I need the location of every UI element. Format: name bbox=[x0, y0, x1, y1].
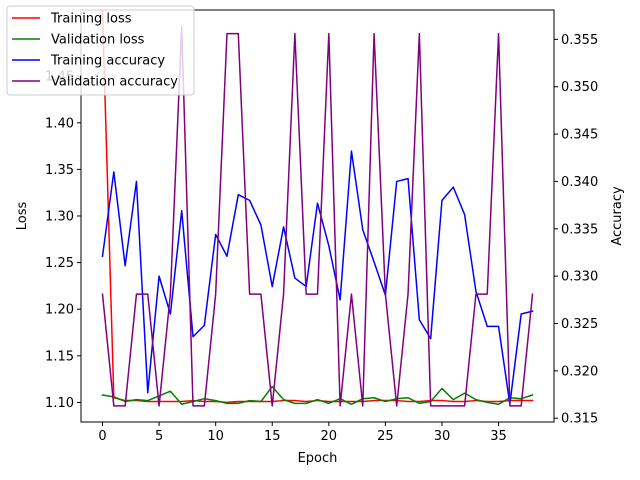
x-axis: 0 5 10 15 20 25 30 35 bbox=[98, 422, 507, 444]
legend-label: Training loss bbox=[50, 12, 132, 27]
x-tick-label: 0 bbox=[98, 429, 106, 444]
x-tick-label: 5 bbox=[155, 429, 163, 444]
y-right-tick-label: 0.355 bbox=[561, 33, 598, 48]
x-tick-label: 10 bbox=[207, 429, 224, 444]
legend-label: Validation loss bbox=[51, 33, 145, 48]
y-left-tick-label: 1.25 bbox=[45, 256, 74, 271]
legend-box bbox=[6, 5, 195, 96]
y-right-tick-label: 0.350 bbox=[561, 80, 598, 95]
x-tick-label: 20 bbox=[321, 429, 338, 444]
series-line-training-loss bbox=[101, 10, 534, 404]
legend-label: Training accuracy bbox=[50, 54, 165, 69]
y-right-tick-label: 0.325 bbox=[561, 317, 598, 332]
y-right-tick-label: 0.340 bbox=[561, 175, 598, 190]
x-tick-label: 35 bbox=[490, 429, 507, 444]
y-right-tick-label: 0.345 bbox=[561, 128, 598, 143]
y-left-tick-label: 1.10 bbox=[45, 396, 74, 411]
x-tick-label: 15 bbox=[264, 429, 281, 444]
y-left-tick-label: 1.35 bbox=[45, 163, 74, 178]
x-tick-label: 30 bbox=[434, 429, 451, 444]
y-axis-left-title: Loss bbox=[15, 202, 30, 231]
y-right-tick-label: 0.330 bbox=[561, 270, 598, 285]
series-line-validation-accuracy bbox=[101, 26, 534, 407]
series-line-validation-loss bbox=[101, 385, 534, 406]
series-line-training-accuracy bbox=[101, 150, 534, 405]
plot-lines bbox=[101, 10, 534, 407]
y-left-tick-label: 1.20 bbox=[45, 303, 74, 318]
y-right-tick-label: 0.335 bbox=[561, 222, 598, 237]
x-axis-title: Epoch bbox=[298, 451, 338, 466]
y-left-tick-label: 1.15 bbox=[45, 349, 74, 364]
legend: Training loss Validation loss Training acc… bbox=[6, 5, 195, 96]
x-tick-label: 25 bbox=[377, 429, 394, 444]
y-right-tick-label: 0.320 bbox=[561, 364, 598, 379]
y-axis-right-title: Accuracy bbox=[610, 186, 625, 246]
y-left-tick-label: 1.30 bbox=[45, 210, 74, 225]
legend-label: Validation accuracy bbox=[51, 75, 178, 90]
y-left-tick-label: 1.40 bbox=[45, 116, 74, 131]
y-axis-right: 0.315 0.320 0.325 0.330 0.335 0.340 0.345 0.350… bbox=[554, 33, 598, 427]
y-right-tick-label: 0.315 bbox=[561, 412, 598, 427]
